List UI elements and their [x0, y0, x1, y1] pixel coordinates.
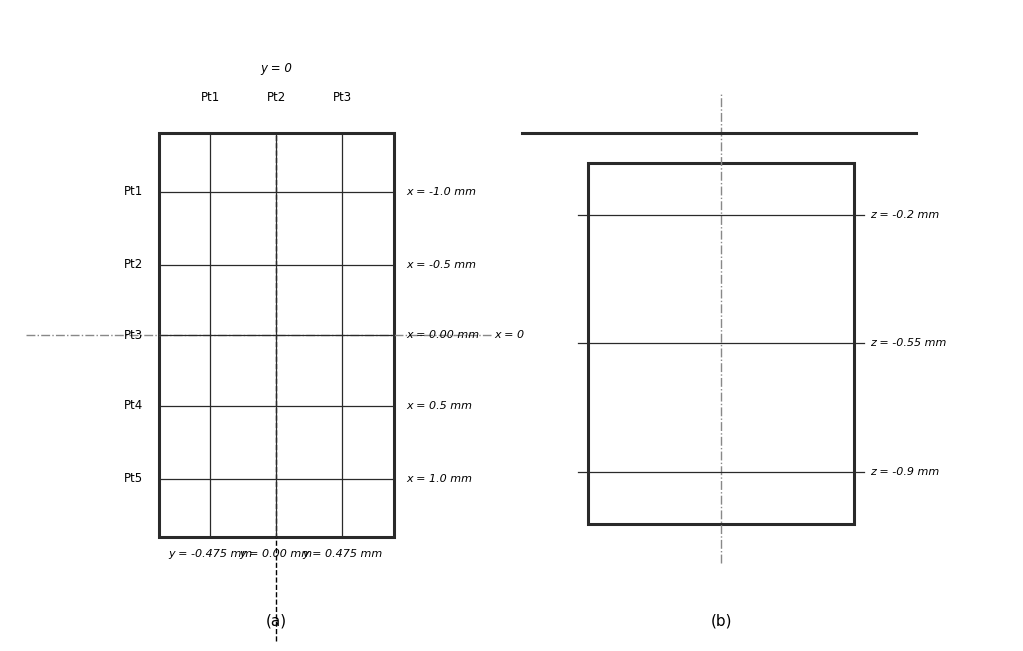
Text: z = -0.2 mm: z = -0.2 mm	[870, 210, 939, 220]
Text: z = -0.9 mm: z = -0.9 mm	[870, 467, 939, 477]
Text: x = -0.5 mm: x = -0.5 mm	[406, 260, 476, 270]
Text: (a): (a)	[266, 613, 286, 628]
Text: z = -0.55 mm: z = -0.55 mm	[870, 339, 946, 348]
Text: y = 0.00 mm: y = 0.00 mm	[239, 549, 313, 559]
Text: Pt2: Pt2	[124, 258, 143, 271]
Text: Pt1: Pt1	[124, 186, 143, 199]
Text: x = 0.00 mm: x = 0.00 mm	[406, 330, 479, 340]
Text: x = 1.0 mm: x = 1.0 mm	[406, 473, 473, 484]
Text: y = 0.475 mm: y = 0.475 mm	[302, 549, 383, 559]
Text: y = 0: y = 0	[260, 62, 293, 75]
Text: x = -1.0 mm: x = -1.0 mm	[406, 187, 476, 197]
Text: x = 0.5 mm: x = 0.5 mm	[406, 401, 473, 411]
Text: Pt5: Pt5	[124, 472, 143, 485]
Text: Pt4: Pt4	[124, 400, 143, 412]
Text: (b): (b)	[710, 613, 732, 628]
Text: Pt2: Pt2	[267, 91, 285, 104]
Text: x = 0: x = 0	[494, 330, 524, 340]
Text: Pt3: Pt3	[332, 91, 352, 104]
Text: Pt1: Pt1	[201, 91, 220, 104]
Text: y = -0.475 mm: y = -0.475 mm	[168, 549, 253, 559]
Text: Pt3: Pt3	[124, 329, 143, 342]
